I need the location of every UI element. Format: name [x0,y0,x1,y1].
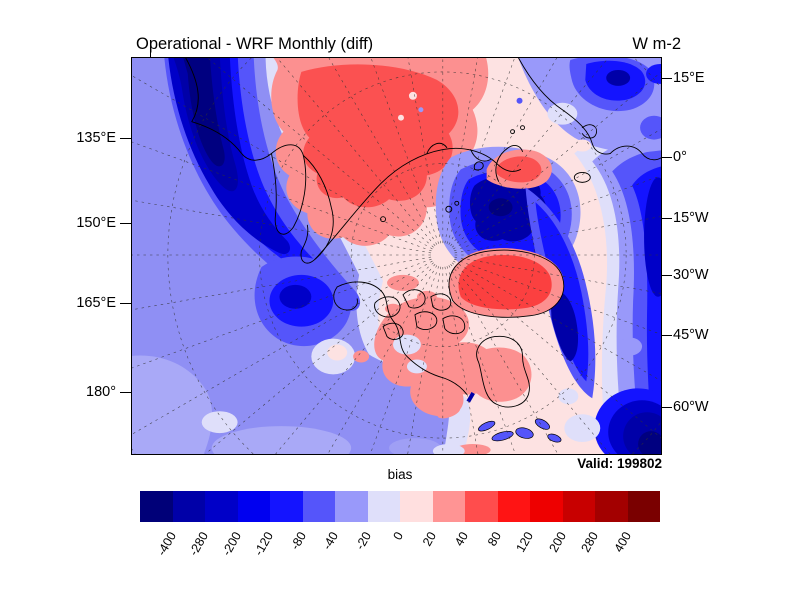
island-arctic-canada-5 [382,322,404,340]
colorbar [140,491,660,522]
top-axis-tick [150,49,152,57]
plot-title: Operational - WRF Monthly (diff) [136,35,374,53]
colorbar-cell-7 [367,491,400,522]
coast-alaska [336,281,468,395]
graticule-lines [132,58,661,454]
right-axis-label-15°E: 15°E [673,70,705,86]
region-siberia [271,58,523,246]
map-plot [132,58,661,454]
coast-baltic [609,145,661,161]
colorbar-cell-1 [172,491,205,522]
coast-taymyr [426,142,448,154]
right-axis-tick [662,407,672,409]
coastlines [185,58,661,408]
right-axis-label-0°: 0° [673,149,687,165]
left-axis-label-180°: 180° [86,384,116,400]
island-franz-josef-2 [520,125,525,131]
left-axis-tick [120,138,131,140]
colorbar-cell-3 [237,491,270,522]
region-greenland [449,248,564,317]
coast-novaya-zemlya [495,145,523,182]
left-axis-tick [120,223,131,225]
colorbar-cell-5 [302,491,335,522]
island-arctic-canada-4 [430,293,452,311]
coast-norway [518,58,611,155]
right-axis-label-15°W: 15°W [673,210,709,226]
island-svalbard [473,161,484,171]
colorbar-cell-4 [270,491,303,522]
colorbar-cell-12 [530,491,563,522]
island-arctic-canada-1 [374,296,401,318]
right-axis-tick [662,218,672,220]
coast-yamal [470,149,492,162]
colorbar-cell-15 [627,491,660,522]
coast-greenland [448,249,565,318]
left-axis-tick [120,303,131,305]
units-label: W m-2 [632,35,681,53]
right-axis-label-45°W: 45°W [673,327,709,343]
coast-hudson-bay [476,335,530,408]
colorbar-cell-14 [595,491,628,522]
region-scandinavia [518,58,661,153]
right-axis-tick [662,275,672,277]
coast-white-sea [581,124,597,139]
colorbar-cell-11 [497,491,530,522]
island-severnaya-zemlya-2 [454,200,460,206]
island-iceland [573,171,591,183]
right-axis-label-60°W: 60°W [673,399,709,415]
left-axis-label-150°E: 150°E [76,215,116,231]
great-lakes [466,391,562,443]
colorbar-title: bias [387,467,413,482]
right-axis-tick [662,78,672,80]
colorbar-cell-6 [335,491,368,522]
valid-timestamp: Valid: 199802 [577,456,662,471]
region-barents-sea [435,146,581,282]
colorbar-cell-2 [205,491,238,522]
island-arctic-canada-2 [402,289,426,309]
region-north-atlantic [574,118,661,454]
island-new-siberian [380,216,386,223]
left-axis-tick [120,392,131,394]
right-axis-label-30°W: 30°W [673,267,709,283]
left-axis-label-165°E: 165°E [76,295,116,311]
colorbar-cell-10 [465,491,498,522]
region-canadian-arctic [353,274,601,454]
coast-kamchatka [271,144,307,235]
colorbar-cell-13 [562,491,595,522]
coast-okhotsk [185,58,272,161]
right-axis-tick [662,335,672,337]
map-panel [131,57,662,455]
colorbar-cell-9 [432,491,465,522]
colorbar-cell-8 [400,491,433,522]
colorbar-cell-0 [140,491,173,522]
island-baffin [442,315,466,335]
right-axis-tick [662,157,672,159]
coast-siberia-arctic [314,147,521,260]
island-severnaya-zemlya [445,205,453,213]
island-arctic-canada-3 [414,311,438,330]
coast-seward [333,286,358,311]
island-franz-josef [510,129,516,135]
left-axis-label-135°E: 135°E [76,130,116,146]
